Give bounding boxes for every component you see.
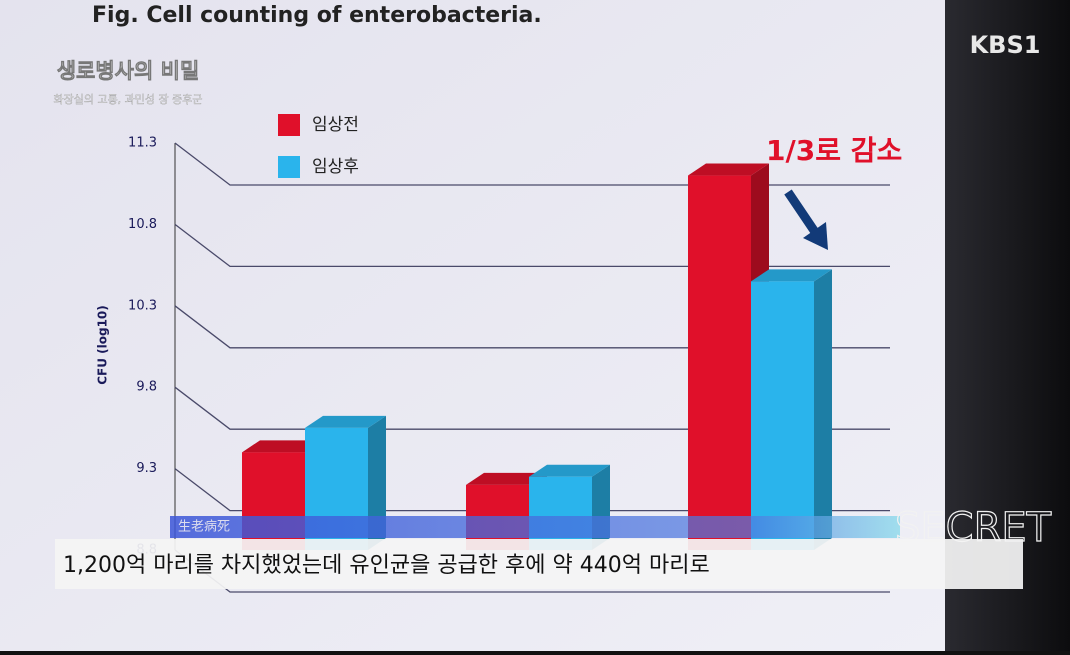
y-tick-label: 9.8 (136, 380, 157, 395)
legend-label: 임상전 (312, 115, 359, 135)
y-tick-label: 9.3 (136, 461, 157, 476)
bar-top (688, 163, 769, 176)
y-tick-label: 10.8 (128, 217, 157, 232)
y-tick-label: 10.3 (128, 298, 157, 313)
y-tick-label: 11.3 (128, 136, 157, 151)
caption: 1,200억 마리를 차지했었는데 유인균을 공급한 후에 약 440억 마리로 (63, 553, 710, 578)
grid-line (174, 142, 890, 186)
legend-label: 임상후 (312, 157, 359, 177)
arrow (784, 189, 819, 235)
bar-top (529, 464, 610, 477)
legend-swatch (278, 114, 300, 136)
bar-top (751, 269, 832, 282)
bar-top (466, 472, 547, 485)
grid-line (174, 386, 890, 430)
bar-side (814, 269, 832, 550)
band (170, 516, 900, 538)
arrow-head (803, 222, 828, 250)
caption-box (55, 539, 1023, 589)
grid-line (174, 223, 890, 268)
channel-logo: KBS1 (970, 31, 1041, 59)
program-sub: 화장실의 고통, 과민성 장 증후군 (53, 93, 202, 106)
chart-title: Fig. Cell counting of enterobacteria. (92, 3, 542, 28)
program-logo: 생로병사의 비밀 (57, 59, 200, 83)
y-axis-label: CFU (log10) (96, 305, 110, 385)
bar (751, 281, 814, 550)
grid-line (174, 305, 890, 349)
band-label: 生老病死 (178, 520, 230, 535)
bar (688, 175, 751, 550)
grid-line (174, 468, 890, 512)
bar-top (305, 415, 386, 428)
bar-top (242, 440, 323, 453)
legend-swatch (278, 156, 300, 178)
annotation: 1/3로 감소 (766, 134, 902, 167)
